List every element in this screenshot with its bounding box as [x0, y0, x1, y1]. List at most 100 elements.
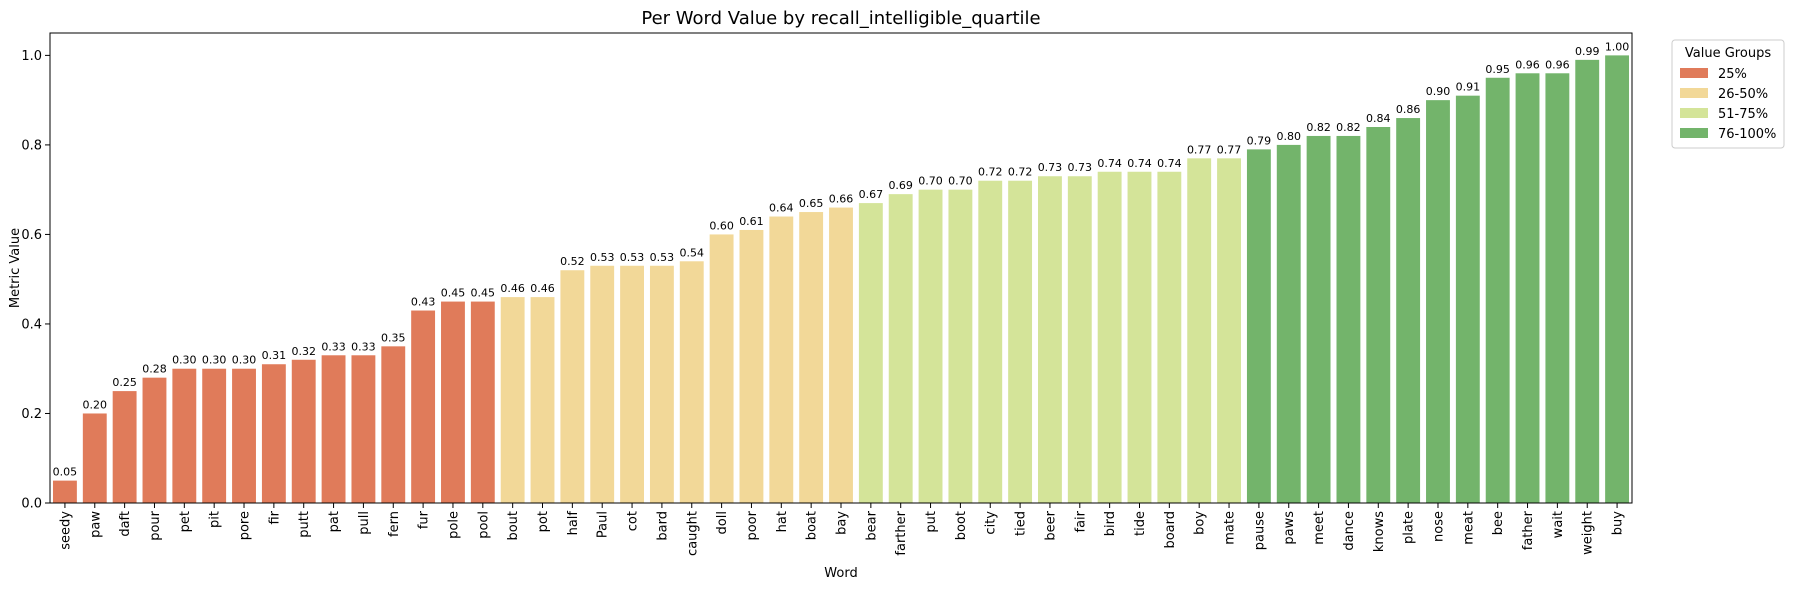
- bar-pot: [530, 297, 555, 503]
- bar-paw: [82, 413, 107, 503]
- y-tick-label: 0.8: [21, 138, 42, 153]
- data-label-tide: 0.74: [1127, 157, 1152, 170]
- x-tick-label-knows: knows: [1372, 511, 1387, 552]
- bar-bee: [1485, 77, 1510, 503]
- bar-half: [560, 270, 585, 503]
- data-label-board: 0.74: [1157, 157, 1182, 170]
- x-tick-label-pit: pit: [208, 511, 223, 528]
- x-tick-label-doll: doll: [715, 511, 730, 534]
- data-label-bay: 0.66: [829, 193, 854, 206]
- data-label-pit: 0.30: [202, 354, 227, 367]
- bar-putt: [291, 359, 316, 503]
- bar-cot: [620, 265, 644, 503]
- x-tick-label-boot: boot: [954, 511, 969, 540]
- bar-pole: [441, 301, 465, 503]
- data-label-hat: 0.64: [769, 202, 794, 215]
- bar-pore: [232, 368, 256, 503]
- x-tick-label-pat: pat: [327, 511, 342, 532]
- data-label-boat: 0.65: [799, 197, 824, 210]
- bar-plate: [1396, 118, 1421, 504]
- bar-daft: [112, 391, 137, 503]
- data-label-mate: 0.77: [1217, 143, 1242, 156]
- data-label-fern: 0.35: [381, 331, 406, 344]
- bar-hat: [769, 216, 794, 503]
- legend-label-3: 51-75%: [1718, 107, 1768, 122]
- x-tick-label-fir: fir: [267, 510, 282, 524]
- x-tick-label-seedy: seedy: [58, 511, 73, 550]
- bar-wait: [1545, 73, 1570, 504]
- y-tick-label: 0.2: [21, 407, 42, 422]
- data-label-pet: 0.30: [172, 354, 197, 367]
- x-tick-label-hat: hat: [775, 511, 790, 532]
- bar-pour: [142, 377, 167, 503]
- x-axis: seedy paw daft pour pet pit pore fir putt pat pull…: [58, 503, 1626, 556]
- bar-Paul: [590, 265, 615, 503]
- data-label-pore: 0.30: [232, 354, 257, 367]
- data-label-pot: 0.46: [530, 282, 555, 295]
- data-label-seedy: 0.05: [53, 466, 78, 479]
- x-tick-label-bard: bard: [655, 511, 670, 541]
- bar-nose: [1426, 100, 1450, 504]
- bar-knows: [1366, 127, 1391, 503]
- data-label-wait: 0.96: [1545, 58, 1570, 71]
- data-label-daft: 0.25: [112, 376, 137, 389]
- data-label-pour: 0.28: [142, 363, 167, 376]
- data-label-plate: 0.86: [1396, 103, 1421, 116]
- bar-boy: [1187, 158, 1212, 504]
- legend: Value Groups 25% 26-50% 51-75% 76-100%: [1671, 39, 1785, 149]
- x-tick-label-meat: meat: [1461, 511, 1476, 545]
- data-label-pause: 0.79: [1247, 134, 1272, 147]
- bar-pit: [202, 368, 227, 503]
- bar-fir: [261, 364, 286, 503]
- data-label-fair: 0.73: [1068, 161, 1093, 174]
- data-label-tied: 0.72: [1008, 166, 1033, 179]
- x-tick-label-father: father: [1521, 510, 1536, 550]
- legend-swatch-3: [1680, 108, 1708, 118]
- data-label-poor: 0.61: [739, 215, 764, 228]
- data-label-pat: 0.33: [321, 340, 346, 353]
- bar-dance: [1336, 135, 1361, 503]
- bar-seedy: [52, 480, 77, 503]
- x-tick-label-boat: boat: [805, 511, 820, 540]
- data-label-paw: 0.20: [83, 398, 108, 411]
- data-label-paws: 0.80: [1276, 130, 1301, 143]
- data-label-beer: 0.73: [1038, 161, 1063, 174]
- bar-pet: [172, 368, 197, 503]
- bar-caught: [679, 261, 704, 503]
- bar-pat: [321, 355, 346, 503]
- x-tick-label-pet: pet: [178, 511, 193, 532]
- bar-paws: [1276, 144, 1301, 503]
- x-tick-label-cot: cot: [626, 511, 641, 531]
- x-tick-label-Paul: Paul: [596, 511, 611, 538]
- x-tick-label-putt: putt: [297, 511, 312, 538]
- x-tick-label-meet: meet: [1312, 511, 1327, 545]
- plot-frame: [49, 32, 1633, 504]
- x-tick-label-pour: pour: [148, 510, 163, 540]
- bar-meet: [1306, 135, 1331, 503]
- data-label-meet: 0.82: [1306, 121, 1331, 134]
- bar-beer: [1038, 176, 1062, 503]
- bar-bard: [649, 265, 674, 503]
- bar-farther: [888, 194, 913, 503]
- bar-put: [918, 189, 943, 503]
- bar-boat: [799, 212, 824, 504]
- x-tick-label-wait: wait: [1551, 511, 1566, 538]
- bar-bay: [829, 207, 853, 504]
- legend-swatch-2: [1680, 88, 1708, 98]
- y-axis-title: Metric Value: [8, 228, 23, 308]
- bars: [52, 55, 1630, 504]
- bar-buy: [1605, 55, 1630, 503]
- y-axis: 0.0 0.2 0.4 0.6 0.8 1.0: [21, 49, 50, 512]
- legend-swatch-1: [1680, 68, 1708, 78]
- bar-tied: [1008, 180, 1033, 503]
- x-tick-label-fur: fur: [417, 510, 432, 529]
- data-label-caught: 0.54: [680, 246, 705, 259]
- x-tick-label-mate: mate: [1223, 511, 1238, 545]
- x-tick-label-bay: bay: [835, 511, 850, 535]
- data-label-fir: 0.31: [262, 349, 287, 362]
- x-tick-label-caught: caught: [685, 511, 700, 556]
- bar-bout: [500, 297, 525, 503]
- x-tick-label-city: city: [984, 511, 999, 535]
- data-label-cot: 0.53: [620, 251, 645, 264]
